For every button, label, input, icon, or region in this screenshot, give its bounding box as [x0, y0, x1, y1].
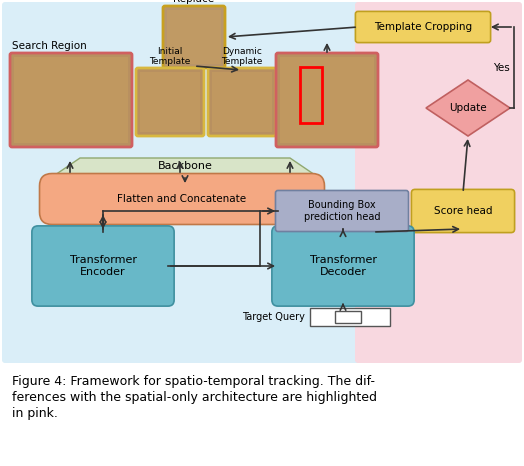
FancyBboxPatch shape — [276, 53, 378, 147]
Bar — [140, 72, 200, 132]
Text: Figure 4: Framework for spatio-temporal tracking. The dif-: Figure 4: Framework for spatio-temporal … — [12, 375, 375, 388]
FancyBboxPatch shape — [276, 191, 409, 232]
Text: Backbone: Backbone — [158, 161, 212, 171]
Text: Search Region: Search Region — [12, 41, 87, 51]
Text: Transformer
Decoder: Transformer Decoder — [310, 255, 377, 277]
Polygon shape — [426, 80, 510, 136]
Text: Update: Update — [449, 103, 487, 113]
Text: Template Cropping: Template Cropping — [374, 22, 472, 32]
FancyBboxPatch shape — [10, 53, 132, 147]
FancyBboxPatch shape — [39, 173, 324, 225]
Text: Bounding Box
prediction head: Bounding Box prediction head — [304, 200, 380, 222]
Bar — [300, 67, 322, 123]
Bar — [212, 72, 272, 132]
Text: Dynamic
Template: Dynamic Template — [221, 47, 263, 66]
Bar — [280, 57, 374, 143]
FancyBboxPatch shape — [32, 226, 174, 306]
FancyBboxPatch shape — [355, 2, 522, 363]
Bar — [335, 311, 361, 323]
Text: Replace: Replace — [173, 0, 214, 4]
Polygon shape — [55, 158, 315, 175]
FancyBboxPatch shape — [411, 189, 515, 233]
Bar — [14, 57, 128, 143]
Text: Target Query: Target Query — [242, 312, 305, 322]
Text: Transformer
Encoder: Transformer Encoder — [70, 255, 136, 277]
Text: Yes: Yes — [493, 63, 509, 73]
FancyBboxPatch shape — [272, 226, 414, 306]
FancyBboxPatch shape — [136, 68, 204, 136]
Text: Score head: Score head — [434, 206, 492, 216]
Text: Flatten and Concatenate: Flatten and Concatenate — [117, 194, 247, 204]
FancyBboxPatch shape — [355, 11, 490, 42]
Bar — [310, 308, 390, 326]
FancyBboxPatch shape — [2, 2, 398, 363]
Text: in pink.: in pink. — [12, 407, 58, 420]
FancyBboxPatch shape — [163, 6, 225, 68]
Text: ferences with the spatial-only architecture are highlighted: ferences with the spatial-only architect… — [12, 391, 377, 404]
Text: Initial
Template: Initial Template — [149, 47, 191, 66]
FancyBboxPatch shape — [208, 68, 276, 136]
Bar — [167, 10, 221, 64]
